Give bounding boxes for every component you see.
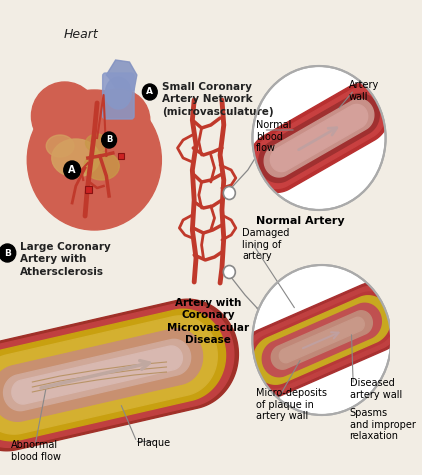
- Circle shape: [223, 266, 235, 278]
- Polygon shape: [253, 296, 390, 384]
- Text: Heart: Heart: [64, 28, 99, 41]
- Polygon shape: [243, 286, 401, 394]
- Text: Normal Artery: Normal Artery: [256, 216, 345, 226]
- Text: A: A: [146, 87, 153, 96]
- Polygon shape: [0, 303, 234, 447]
- Ellipse shape: [52, 139, 100, 177]
- Text: B: B: [106, 135, 112, 144]
- Polygon shape: [264, 99, 374, 177]
- Ellipse shape: [27, 90, 161, 230]
- Circle shape: [0, 244, 16, 262]
- Polygon shape: [259, 94, 379, 182]
- Text: A: A: [68, 165, 76, 175]
- Polygon shape: [249, 84, 389, 192]
- Circle shape: [64, 161, 81, 179]
- Ellipse shape: [106, 77, 131, 109]
- Ellipse shape: [86, 134, 108, 152]
- Text: Damaged
lining of
artery: Damaged lining of artery: [242, 228, 289, 261]
- Bar: [85, 186, 92, 193]
- Text: Diseased
artery wall: Diseased artery wall: [349, 378, 402, 399]
- Polygon shape: [0, 316, 217, 434]
- Text: B: B: [4, 248, 11, 257]
- Polygon shape: [238, 283, 406, 398]
- Text: Micro-deposits
of plaque in
artery wall: Micro-deposits of plaque in artery wall: [256, 388, 327, 421]
- Polygon shape: [12, 346, 182, 404]
- Ellipse shape: [46, 135, 74, 157]
- Ellipse shape: [38, 108, 64, 188]
- Text: Artery with
Coronary
Microvascular
Disease: Artery with Coronary Microvascular Disea…: [167, 298, 249, 345]
- Text: Artery
wall: Artery wall: [349, 80, 379, 102]
- Circle shape: [252, 265, 391, 415]
- Polygon shape: [3, 339, 191, 411]
- Polygon shape: [279, 317, 364, 363]
- Text: Normal
blood
flow: Normal blood flow: [256, 120, 292, 153]
- Text: Large Coronary
Artery with
Athersclerosis: Large Coronary Artery with Athersclerosi…: [20, 242, 111, 277]
- Polygon shape: [0, 309, 225, 441]
- Polygon shape: [106, 60, 137, 95]
- Circle shape: [252, 66, 386, 210]
- Ellipse shape: [87, 89, 150, 151]
- Polygon shape: [0, 329, 203, 421]
- Text: Abnormal
blood flow: Abnormal blood flow: [11, 440, 61, 462]
- Polygon shape: [271, 311, 372, 369]
- Polygon shape: [262, 303, 381, 377]
- Circle shape: [102, 132, 116, 148]
- Ellipse shape: [130, 107, 151, 172]
- Ellipse shape: [32, 82, 98, 150]
- Text: Plaque: Plaque: [137, 438, 170, 448]
- Polygon shape: [0, 299, 238, 451]
- Polygon shape: [249, 292, 395, 388]
- Bar: [118, 153, 124, 159]
- Circle shape: [223, 187, 235, 200]
- Ellipse shape: [84, 152, 119, 180]
- Circle shape: [142, 84, 157, 100]
- FancyBboxPatch shape: [103, 73, 134, 119]
- Text: Small Coronary
Artery Network
(microvasculature): Small Coronary Artery Network (microvasc…: [162, 82, 273, 117]
- Polygon shape: [252, 87, 386, 189]
- Text: Spasms
and improper
relaxation: Spasms and improper relaxation: [349, 408, 415, 441]
- Polygon shape: [271, 104, 368, 171]
